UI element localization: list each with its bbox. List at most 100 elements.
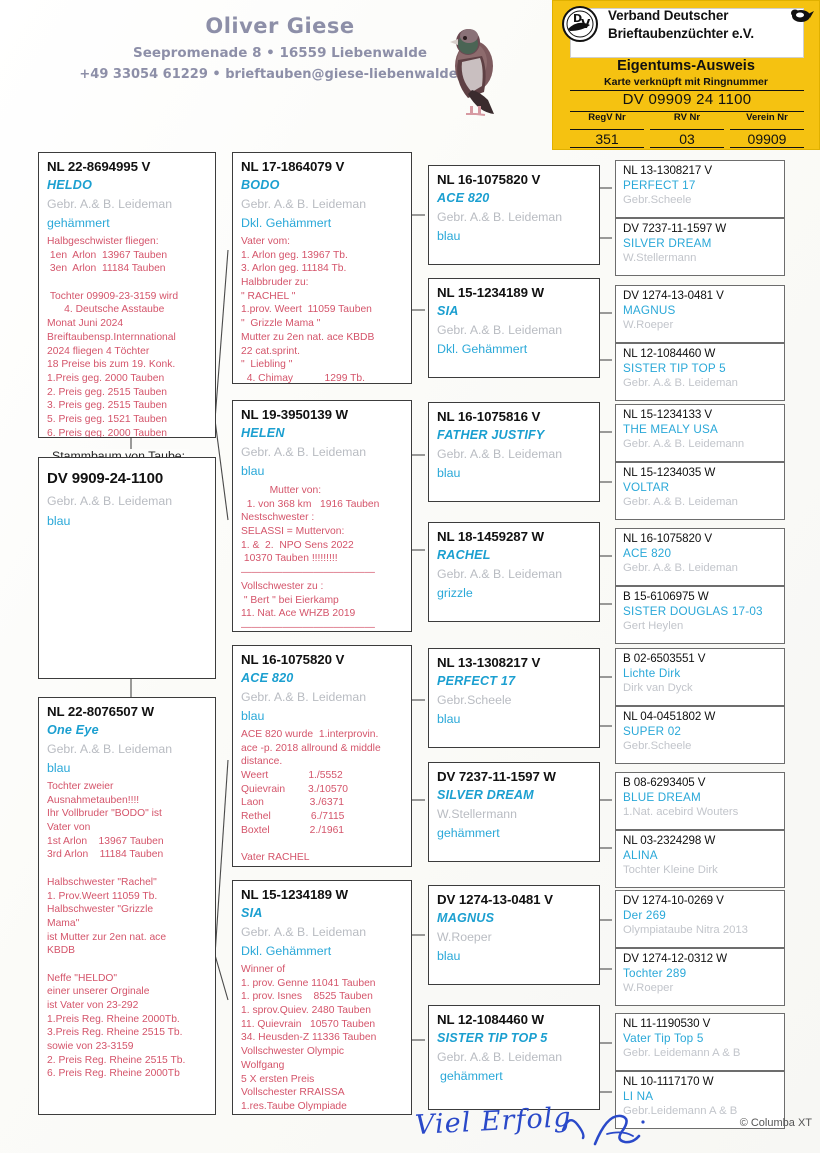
pedigree-box-gen4-6[interactable]: NL 16-1075820 V ACE 820 Gebr. A.& B. Lei…	[615, 528, 785, 586]
copyright-note: © Columba XT	[739, 1117, 812, 1129]
breeder-name: Gebr.Leidemann A & B	[623, 1105, 738, 1117]
pedigree-box-gen3-1[interactable]: NL 15-1234189 W SIA Gebr. A.& B. Leidema…	[428, 278, 600, 378]
breeder-name: Gebr.Scheele	[623, 194, 692, 206]
pigeon-name: SISTER TIP TOP 5	[437, 1031, 548, 1045]
pigeon-name: BLUE DREAM	[623, 791, 701, 804]
pedigree-box-gen4-11[interactable]: NL 03-2324298 W ALINA Tochter Kleine Dir…	[615, 830, 785, 888]
pedigree-box-gen4-1[interactable]: DV 7237-11-1597 W SILVER DREAM W.Steller…	[615, 218, 785, 276]
pigeon-name: RACHEL	[437, 548, 491, 562]
pigeon-name: SUPER 02	[623, 725, 682, 738]
pedigree-box-gen3-2[interactable]: NL 16-1075816 V FATHER JUSTIFY Gebr. A.&…	[428, 402, 600, 502]
pedigree-box-gen4-13[interactable]: DV 1274-12-0312 W Tochter 289 W.Roeper	[615, 948, 785, 1006]
pedigree-box-gen3-3[interactable]: NL 18-1459287 W RACHEL Gebr. A.& B. Leid…	[428, 522, 600, 622]
ring-number: NL 12-1084460 W	[623, 347, 716, 360]
ring-number: NL 15-1234189 W	[437, 285, 544, 300]
colour-label: blau	[437, 712, 461, 726]
pedigree-box-gen2-1[interactable]: NL 19-3950139 W HELEN Gebr. A.& B. Leide…	[232, 400, 412, 632]
ring-number: DV 1274-13-0481 V	[437, 892, 553, 907]
pedigree-box-gen4-4[interactable]: NL 15-1234133 V THE MEALY USA Gebr. A.& …	[615, 404, 785, 462]
pigeon-name: MAGNUS	[623, 304, 676, 317]
dv-logo-icon: D V	[560, 5, 600, 43]
pedigree-box-gen2-3[interactable]: NL 15-1234189 W SIA Gebr. A.& B. Leidema…	[232, 880, 412, 1115]
pedigree-box-gen4-12[interactable]: DV 1274-10-0269 V Der 269 Olympiataube N…	[615, 890, 785, 948]
pigeon-photo	[438, 22, 510, 118]
ring-number: NL 13-1308217 V	[437, 655, 541, 670]
breeder-name: Gebr. A.& B. Leideman	[437, 1050, 563, 1064]
pedigree-box-gen4-9[interactable]: NL 04-0451802 W SUPER 02 Gebr.Scheele	[615, 706, 785, 764]
pedigree-box-gen3-4[interactable]: NL 13-1308217 V PERFECT 17 Gebr.Scheele …	[428, 648, 600, 748]
breeder-name: W.Stellermann	[437, 807, 517, 821]
pedigree-box-gen3-7[interactable]: NL 12-1084460 W SISTER TIP TOP 5 Gebr. A…	[428, 1005, 600, 1110]
ring-number: NL 13-1308217 V	[623, 164, 712, 177]
card-ring-number: DV 09909 24 1100	[622, 91, 752, 108]
performance-notes: Halbgeschwister fliegen: 1en Arlon 13967…	[47, 236, 179, 438]
breeder-name: Gebr. A.& B. Leideman	[437, 323, 563, 337]
pedigree-box-gen2-2[interactable]: NL 16-1075820 V ACE 820 Gebr. A.& B. Lei…	[232, 645, 412, 867]
ring-number: NL 15-1234133 V	[623, 408, 712, 421]
ring-number: NL 16-1075816 V	[437, 409, 541, 424]
pigeon-mark-icon	[788, 7, 814, 24]
pigeon-name: BODO	[241, 178, 280, 192]
breeder-name: Dirk van Dyck	[623, 682, 693, 694]
breeder-name: Gebr. A.& B. Leideman	[437, 447, 563, 461]
ring-number: DV 1274-12-0312 W	[623, 952, 727, 965]
pigeon-name: FATHER JUSTIFY	[437, 428, 545, 442]
pedigree-box-subject[interactable]: DV 9909-24-1100 Gebr. A.& B. Leideman bl…	[38, 457, 216, 679]
ring-number: NL 16-1075820 V	[241, 652, 345, 667]
ring-number: DV 1274-13-0481 V	[623, 289, 724, 302]
breeder-name: W.Stellermann	[623, 252, 697, 264]
breeder-name: Gebr. A.& B. Leideman	[623, 496, 738, 508]
pigeon-name: ACE 820	[437, 191, 490, 205]
colour-label: Dkl. Gehämmert	[241, 216, 332, 230]
pedigree-box-gen4-7[interactable]: B 15-6106975 W SISTER DOUGLAS 17-03 Gert…	[615, 586, 785, 644]
pedigree-box-gen3-5[interactable]: DV 7237-11-1597 W SILVER DREAM W.Steller…	[428, 762, 600, 862]
svg-text:D: D	[573, 12, 582, 25]
ring-number: NL 22-8694995 V	[47, 159, 151, 174]
colour-label: gehämmert	[440, 1069, 503, 1083]
pigeon-name: One Eye	[47, 723, 99, 737]
pigeon-name: PERFECT 17	[623, 179, 696, 192]
pedigree-box-gen4-2[interactable]: DV 1274-13-0481 V MAGNUS W.Roeper	[615, 285, 785, 343]
pedigree-box-gen4-0[interactable]: NL 13-1308217 V PERFECT 17 Gebr.Scheele	[615, 160, 785, 218]
pigeon-name: SIA	[437, 304, 459, 318]
pigeon-name: HELDO	[47, 178, 93, 192]
pigeon-name: SILVER DREAM	[437, 788, 534, 802]
pigeon-name: SIA	[241, 906, 263, 920]
pedigree-box-gen2-0[interactable]: NL 17-1864079 V BODO Gebr. A.& B. Leidem…	[232, 152, 412, 384]
pigeon-name: ALINA	[623, 849, 658, 862]
pigeon-name: Der 269	[623, 909, 666, 922]
pedigree-box-gen3-0[interactable]: NL 16-1075820 V ACE 820 Gebr. A.& B. Lei…	[428, 165, 600, 265]
pigeon-name: Vater Tip Top 5	[623, 1032, 704, 1045]
breeder-name: Gebr. A.& B. Leideman	[437, 567, 563, 581]
pigeon-name: Tochter 289	[623, 967, 687, 980]
association-banner	[570, 8, 804, 58]
subject-colour: blau	[47, 514, 71, 528]
breeder-name: Gebr.Scheele	[437, 693, 512, 707]
pedigree-box-gen4-3[interactable]: NL 12-1084460 W SISTER TIP TOP 5 Gebr. A…	[615, 343, 785, 401]
pedigree-box-dam[interactable]: NL 22-8076507 W One Eye Gebr. A.& B. Lei…	[38, 697, 216, 1115]
pedigree-box-sire[interactable]: NL 22-8694995 V HELDO Gebr. A.& B. Leide…	[38, 152, 216, 438]
pigeon-name: PERFECT 17	[437, 674, 516, 688]
ownership-card: D V Verband Deutscher Brieftaubenzüchter…	[552, 0, 820, 150]
pedigree-box-gen4-5[interactable]: NL 15-1234035 W VOLTAR Gebr. A.& B. Leid…	[615, 462, 785, 520]
pedigree-box-gen4-8[interactable]: B 02-6503551 V Lichte Dirk Dirk van Dyck	[615, 648, 785, 706]
breeder-name: Tochter Kleine Dirk	[623, 864, 718, 876]
pigeon-name: SILVER DREAM	[623, 237, 712, 250]
pigeon-name: SISTER DOUGLAS 17-03	[623, 605, 763, 618]
pigeon-name: SISTER TIP TOP 5	[623, 362, 726, 375]
pigeon-name: Lichte Dirk	[623, 667, 681, 680]
breeder-name: Gert Heylen	[623, 620, 684, 632]
ring-number: NL 18-1459287 W	[437, 529, 544, 544]
performance-notes: Tochter zweier Ausnahmetauben!!!! Ihr Vo…	[47, 781, 186, 1080]
colour-label: blau	[241, 464, 265, 478]
ring-number: NL 19-3950139 W	[241, 407, 348, 422]
pedigree-box-gen4-15[interactable]: NL 10-1117170 W LI NA Gebr.Leidemann A &…	[615, 1071, 785, 1129]
ring-number-rule	[570, 90, 804, 112]
card-subtitle: Karte verknüpft mit Ringnummer	[604, 76, 768, 88]
pedigree-box-gen3-6[interactable]: DV 1274-13-0481 V MAGNUS W.Roeper blau	[428, 885, 600, 985]
pedigree-box-gen4-14[interactable]: NL 11-1190530 V Vater Tip Top 5 Gebr. Le…	[615, 1013, 785, 1071]
ring-number: NL 15-1234189 W	[241, 887, 348, 902]
colour-label: blau	[47, 761, 71, 775]
pedigree-box-gen4-10[interactable]: B 08-6293405 V BLUE DREAM 1.Nat. acebird…	[615, 772, 785, 830]
breeder-name: Gebr. A.& B. Leideman	[241, 690, 367, 704]
